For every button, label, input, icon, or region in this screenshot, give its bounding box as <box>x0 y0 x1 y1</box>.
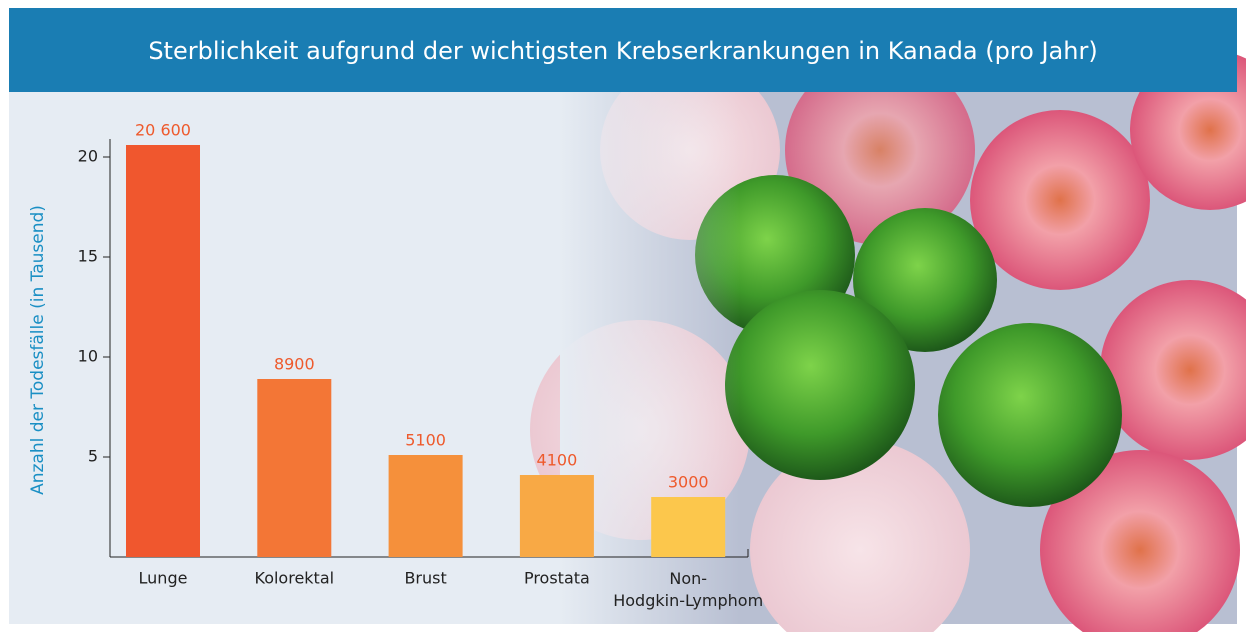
chart-title: Sterblichkeit aufgrund der wichtigsten K… <box>148 37 1097 65</box>
x-tick-label: Brust <box>404 569 446 588</box>
y-tick-label: 15 <box>78 247 98 266</box>
bar <box>126 145 200 557</box>
bar <box>388 455 463 557</box>
x-tick-label: Prostata <box>524 569 590 588</box>
cell-image <box>530 50 1246 632</box>
y-tick-label: 5 <box>88 447 98 466</box>
y-tick-label: 10 <box>78 347 98 366</box>
header <box>9 8 1237 92</box>
value-label: 4100 <box>537 451 578 470</box>
value-label: 20 600 <box>135 121 191 140</box>
bar <box>257 379 332 557</box>
bar <box>519 475 594 557</box>
y-tick-label: 20 <box>78 147 98 166</box>
value-label: 5100 <box>405 431 446 450</box>
y-axis-label: Anzahl der Todesfälle (in Tausend) <box>28 205 48 495</box>
x-tick-label: Non-Hodgkin-Lymphom <box>613 569 763 610</box>
value-label: 3000 <box>668 473 709 492</box>
x-tick-label: Lunge <box>139 569 188 588</box>
value-label: 8900 <box>274 355 315 374</box>
x-tick-label: Kolorektal <box>255 569 335 588</box>
bar <box>651 497 726 557</box>
